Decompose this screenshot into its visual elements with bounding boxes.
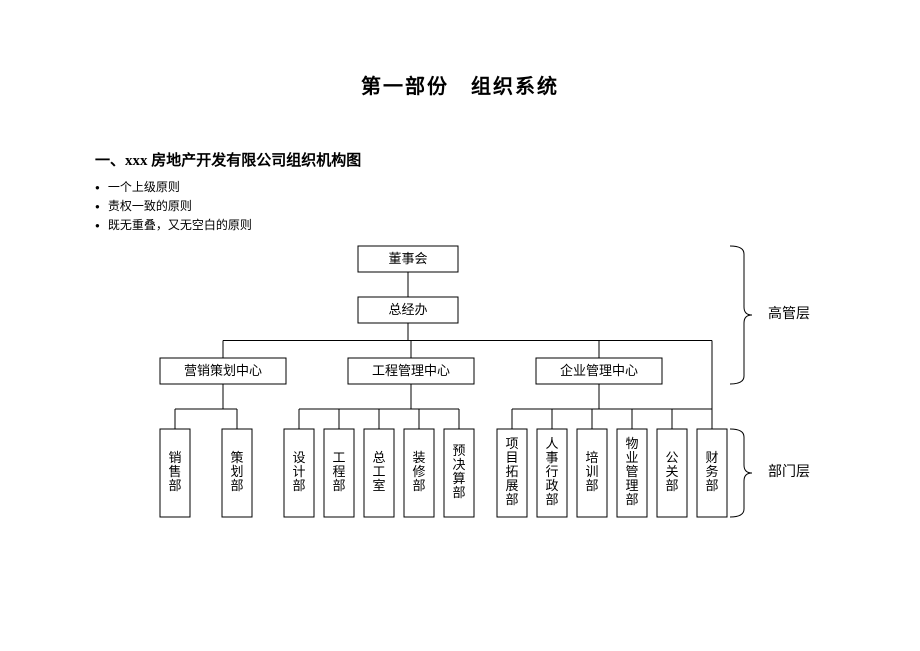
svg-text:总工室: 总工室 (372, 450, 385, 493)
svg-text:人事行政部: 人事行政部 (545, 436, 558, 507)
svg-text:财务部: 财务部 (705, 450, 718, 493)
svg-text:部门层: 部门层 (768, 464, 810, 480)
svg-text:销售部: 销售部 (168, 450, 181, 493)
svg-text:工程管理中心: 工程管理中心 (372, 363, 450, 378)
org-chart: 董事会总经办营销策划中心 工程管理中心 企业管理中心销售部 策划部 设计部 工程部 总工室 装… (0, 0, 920, 651)
svg-text:公关部: 公关部 (665, 450, 678, 493)
svg-text:项目拓展部: 项目拓展部 (505, 436, 518, 507)
svg-text:预决算部: 预决算部 (452, 443, 465, 500)
svg-text:装修部: 装修部 (412, 450, 425, 493)
svg-text:培训部: 培训部 (585, 450, 598, 493)
svg-text:董事会: 董事会 (388, 251, 427, 266)
svg-text:高管层: 高管层 (768, 305, 810, 322)
svg-text:策划部: 策划部 (230, 450, 243, 493)
svg-text:物业管理部: 物业管理部 (625, 436, 638, 507)
svg-text:总经办: 总经办 (388, 302, 427, 317)
svg-text:设计部: 设计部 (292, 450, 305, 493)
svg-text:企业管理中心: 企业管理中心 (560, 363, 638, 378)
svg-text:营销策划中心: 营销策划中心 (184, 363, 262, 378)
svg-text:工程部: 工程部 (332, 450, 345, 493)
